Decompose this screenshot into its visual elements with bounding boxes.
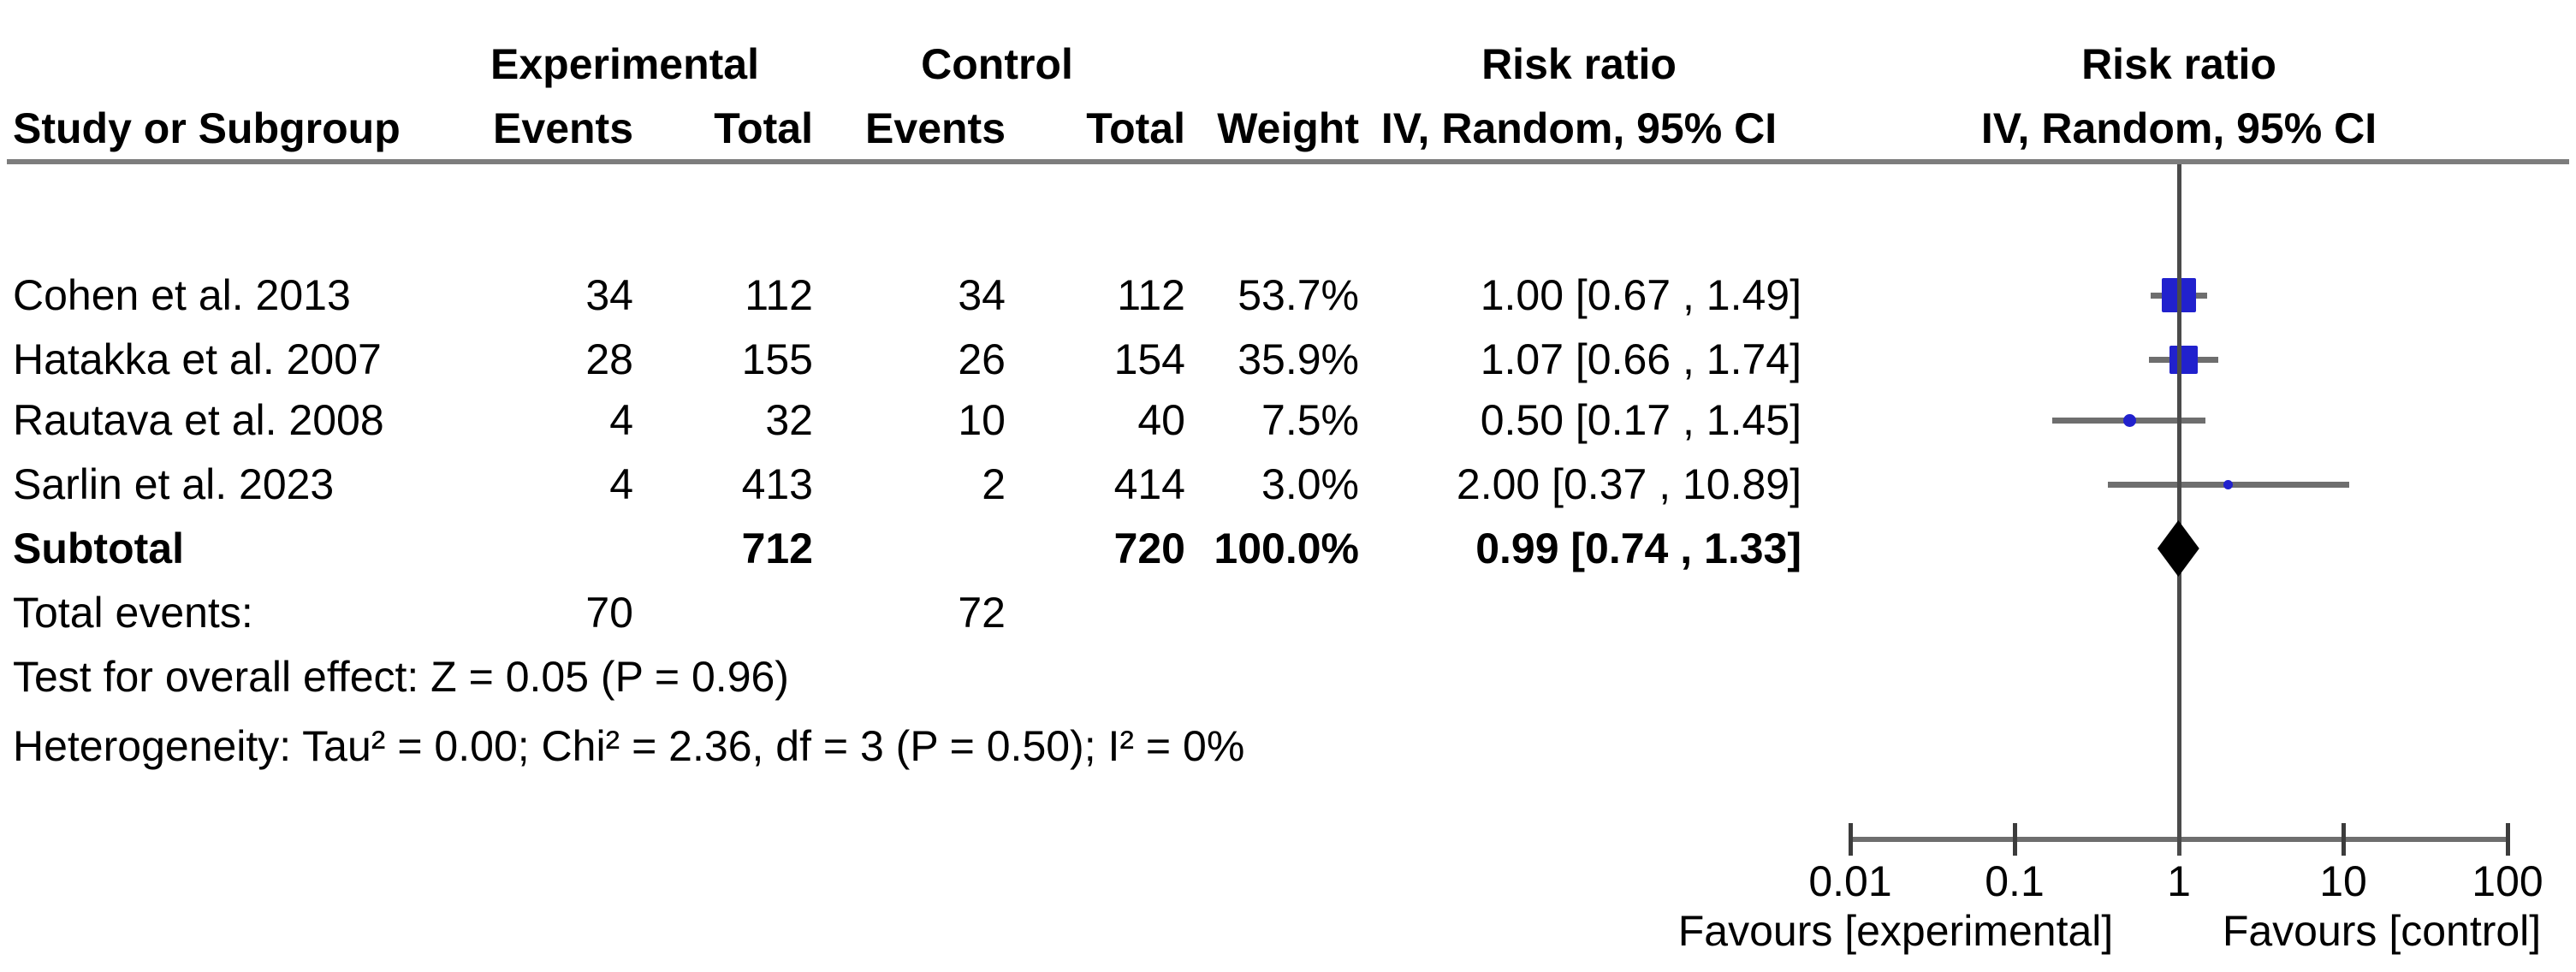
null-effect-line	[2177, 164, 2181, 856]
header-ci-method-text: IV, Random, 95% CI	[1380, 104, 1778, 152]
risk-ratio-ci-value: 1.00 [0.67 , 1.49]	[1480, 271, 1801, 319]
events-experimental-value: 4	[609, 396, 633, 444]
total-experimental-value: 32	[765, 396, 813, 444]
weight-value: 53.7%	[1238, 271, 1359, 319]
subtotal-risk-ratio-ci: 0.99 [0.74 , 1.33]	[1475, 525, 1801, 572]
favours-experimental-label: Favours [experimental]	[1677, 907, 2114, 955]
overall-effect-test-line: Test for overall effect: Z = 0.05 (P = 0…	[13, 653, 789, 701]
risk-ratio-ci-value: 0.50 [0.17 , 1.45]	[1480, 396, 1801, 444]
events-control-value: 2	[982, 460, 1006, 508]
subtotal-total-experimental: 712	[741, 525, 813, 572]
weight-value: 7.5%	[1261, 396, 1359, 444]
total-control-value: 414	[1113, 460, 1185, 508]
axis-tick-label: 0.1	[1985, 857, 2045, 905]
study-label: Rautava et al. 2008	[13, 396, 384, 444]
axis-tick	[2506, 823, 2510, 856]
header-divider	[7, 159, 2569, 164]
header-study-or-subgroup: Study or Subgroup	[13, 104, 401, 152]
total-events-label: Total events:	[13, 589, 253, 637]
events-experimental-value: 4	[609, 460, 633, 508]
events-control-value: 34	[958, 271, 1006, 319]
header-total-control: Total	[1086, 104, 1185, 152]
study-label: Cohen et al. 2013	[13, 271, 351, 319]
heterogeneity-line: Heterogeneity: Tau² = 0.00; Chi² = 2.36,…	[13, 722, 1245, 770]
header-group-experimental: Experimental	[490, 40, 760, 88]
header-events-experimental: Events	[493, 104, 633, 152]
weight-value: 3.0%	[1261, 460, 1359, 508]
weight-value: 35.9%	[1238, 335, 1359, 383]
events-control-value: 10	[958, 396, 1006, 444]
header-events-control: Events	[865, 104, 1006, 152]
favours-control-label: Favours [control]	[2222, 907, 2542, 955]
header-ci-method-plot: IV, Random, 95% CI	[1980, 104, 2377, 152]
total-events-experimental: 70	[585, 589, 633, 637]
axis-tick	[2013, 823, 2017, 856]
events-experimental-value: 34	[585, 271, 633, 319]
axis-tick-label: 10	[2319, 857, 2367, 905]
effect-marker	[2169, 345, 2199, 374]
events-experimental-value: 28	[585, 335, 633, 383]
total-control-value: 40	[1137, 396, 1185, 444]
header-risk-ratio-text: Risk ratio	[1481, 40, 1677, 88]
axis-tick-label: 0.01	[1808, 857, 1892, 905]
effect-marker	[2223, 479, 2234, 489]
effect-marker	[2122, 413, 2136, 427]
total-experimental-value: 413	[741, 460, 813, 508]
summary-diamond	[2157, 520, 2199, 577]
header-group-control: Control	[921, 40, 1073, 88]
total-events-control: 72	[958, 589, 1006, 637]
risk-ratio-ci-value: 2.00 [0.37 , 10.89]	[1456, 460, 1801, 508]
risk-ratio-ci-value: 1.07 [0.66 , 1.74]	[1480, 335, 1801, 383]
header-risk-ratio-plot: Risk ratio	[2081, 40, 2276, 88]
total-experimental-value: 112	[745, 271, 813, 319]
total-control-value: 154	[1113, 335, 1185, 383]
subtotal-weight: 100.0%	[1214, 525, 1359, 572]
axis-tick-label: 1	[2167, 857, 2191, 905]
total-experimental-value: 155	[741, 335, 813, 383]
study-label: Sarlin et al. 2023	[13, 460, 335, 508]
header-weight: Weight	[1217, 104, 1359, 152]
events-control-value: 26	[958, 335, 1006, 383]
axis-tick	[2342, 823, 2346, 856]
subtotal-label: Subtotal	[13, 525, 184, 572]
study-label: Hatakka et al. 2007	[13, 335, 382, 383]
axis-tick-label: 100	[2472, 857, 2543, 905]
subtotal-total-control: 720	[1113, 525, 1185, 572]
total-control-value: 112	[1117, 271, 1185, 319]
axis-tick	[1849, 823, 1853, 856]
header-total-experimental: Total	[714, 104, 813, 152]
